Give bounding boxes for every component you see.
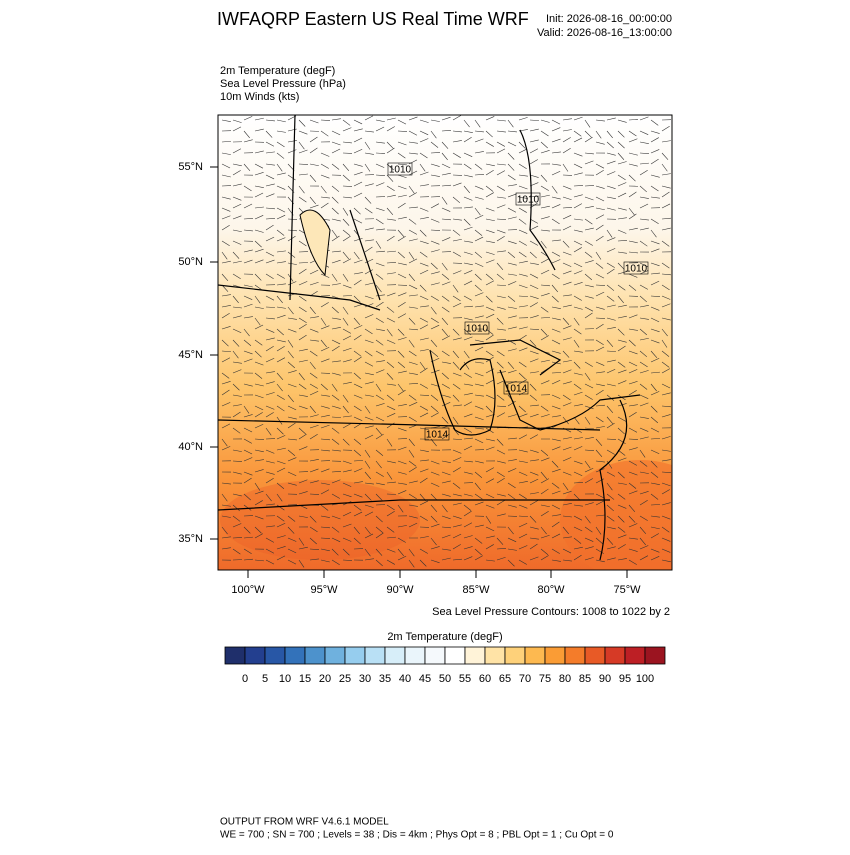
field-label: 10m Winds (kts)	[220, 91, 299, 103]
colorbar-swatch	[345, 647, 365, 664]
colorbar-tick-label: 50	[439, 673, 451, 685]
colorbar-tick-label: 45	[419, 673, 431, 685]
contour-label: 1014	[505, 384, 528, 395]
contour-label: 1010	[517, 195, 540, 206]
contour-label: 1014	[426, 430, 449, 441]
lat-label: 45°N	[178, 349, 203, 361]
contour-label: 1010	[625, 264, 648, 275]
colorbar-swatch	[545, 647, 565, 664]
field-label: Sea Level Pressure (hPa)	[220, 78, 346, 90]
colorbar-swatch	[525, 647, 545, 664]
colorbar-swatch	[565, 647, 585, 664]
colorbar-swatch	[285, 647, 305, 664]
colorbar-tick-label: 70	[519, 673, 531, 685]
colorbar-tick-label: 10	[279, 673, 291, 685]
lat-label: 50°N	[178, 256, 203, 268]
colorbar-tick-label: 5	[262, 673, 268, 685]
field-label: 2m Temperature (degF)	[220, 65, 335, 77]
lat-label: 40°N	[178, 441, 203, 453]
colorbar-swatch	[465, 647, 485, 664]
colorbar-swatch	[325, 647, 345, 664]
footer-line: WE = 700 ; SN = 700 ; Levels = 38 ; Dis …	[220, 830, 614, 841]
lon-label: 85°W	[462, 584, 490, 596]
contour-label: 1010	[389, 165, 412, 176]
colorbar-swatch	[385, 647, 405, 664]
colorbar-swatch	[245, 647, 265, 664]
lon-label: 80°W	[537, 584, 565, 596]
colorbar-tick-label: 100	[636, 673, 654, 685]
map-area	[218, 115, 720, 580]
colorbar-tick-label: 15	[299, 673, 311, 685]
lon-label: 100°W	[231, 584, 265, 596]
colorbar-tick-label: 95	[619, 673, 631, 685]
colorbar-swatch	[445, 647, 465, 664]
lat-label: 35°N	[178, 533, 203, 545]
lat-label: 55°N	[178, 161, 203, 173]
contour-note: Sea Level Pressure Contours: 1008 to 102…	[432, 606, 670, 618]
colorbar-swatch	[505, 647, 525, 664]
lon-label: 95°W	[310, 584, 338, 596]
lon-label: 75°W	[613, 584, 641, 596]
colorbar-tick-label: 65	[499, 673, 511, 685]
valid-time: Valid: 2026-08-16_13:00:00	[537, 27, 672, 39]
title: IWFAQRP Eastern US Real Time WRF	[217, 9, 529, 29]
colorbar-tick-label: 55	[459, 673, 471, 685]
contour-label: 1010	[466, 324, 489, 335]
colorbar-tick-label: 75	[539, 673, 551, 685]
colorbar-swatch	[305, 647, 325, 664]
colorbar-swatch	[625, 647, 645, 664]
colorbar-swatch	[365, 647, 385, 664]
colorbar-tick-label: 80	[559, 673, 571, 685]
footer-line: OUTPUT FROM WRF V4.6.1 MODEL	[220, 817, 389, 828]
colorbar-tick-label: 25	[339, 673, 351, 685]
init-time: Init: 2026-08-16_00:00:00	[546, 13, 672, 25]
colorbar-swatch	[405, 647, 425, 664]
lon-label: 90°W	[386, 584, 414, 596]
colorbar-swatch	[585, 647, 605, 664]
colorbar-tick-label: 0	[242, 673, 248, 685]
colorbar-swatch	[225, 647, 245, 664]
colorbar-tick-label: 90	[599, 673, 611, 685]
colorbar-tick-label: 30	[359, 673, 371, 685]
colorbar-title: 2m Temperature (degF)	[387, 631, 502, 643]
colorbar-swatch	[485, 647, 505, 664]
colorbar-tick-label: 35	[379, 673, 391, 685]
colorbar-swatch	[645, 647, 665, 664]
colorbar-swatch	[605, 647, 625, 664]
colorbar-swatch	[265, 647, 285, 664]
colorbar-tick-label: 40	[399, 673, 411, 685]
colorbar-swatch	[425, 647, 445, 664]
colorbar-tick-label: 60	[479, 673, 491, 685]
colorbar-tick-label: 20	[319, 673, 331, 685]
colorbar-tick-label: 85	[579, 673, 591, 685]
